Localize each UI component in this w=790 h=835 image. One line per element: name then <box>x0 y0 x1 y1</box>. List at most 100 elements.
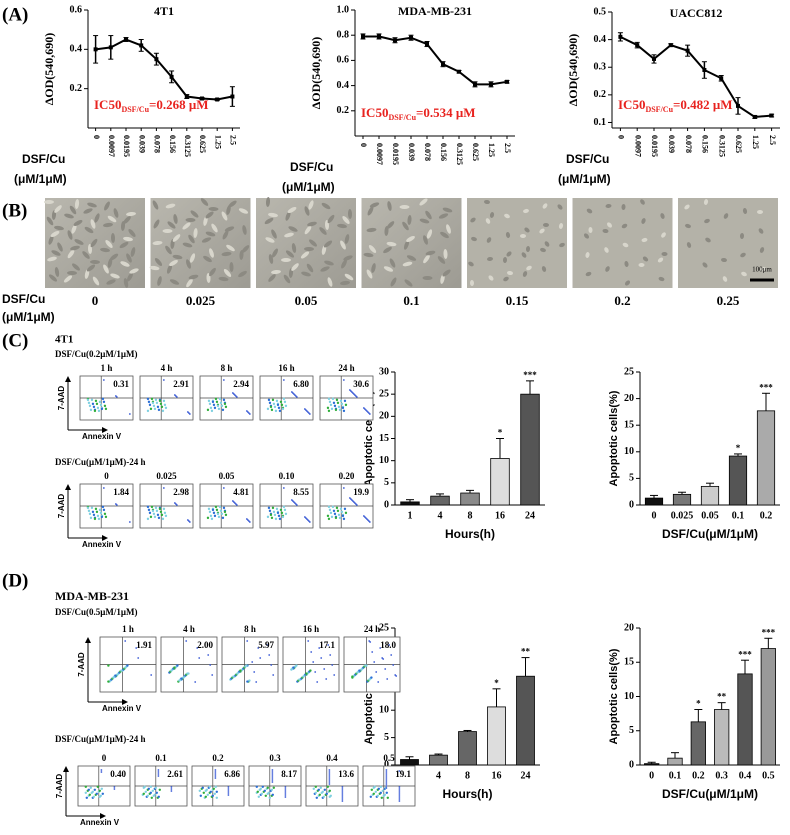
event-dot <box>328 771 331 773</box>
data-point <box>752 114 757 119</box>
arrow-head <box>100 813 106 819</box>
cell <box>386 241 397 247</box>
event-dot <box>269 405 273 409</box>
significance: *** <box>523 370 537 380</box>
x-tick-label: 0 <box>359 143 368 147</box>
event-dot <box>157 771 160 773</box>
event-dot <box>292 666 295 669</box>
event-dot <box>362 407 365 409</box>
event-dot <box>276 403 280 407</box>
event-dot <box>370 788 373 791</box>
annotation-suffix: =0.534 μM <box>416 105 476 120</box>
event-dot <box>284 512 288 516</box>
cell <box>319 227 327 235</box>
event-dot <box>310 651 313 653</box>
event-dot <box>214 773 217 775</box>
cell <box>167 221 176 229</box>
event-dot <box>170 790 173 792</box>
event-dot <box>379 791 382 794</box>
cell <box>188 274 199 280</box>
cell <box>369 202 380 208</box>
arrow-head <box>102 427 108 433</box>
cell <box>200 198 209 206</box>
cell <box>660 213 665 219</box>
annotation-text: IC50 <box>94 97 121 112</box>
event-dot <box>342 517 346 521</box>
cell <box>624 280 631 286</box>
cell <box>50 230 60 238</box>
event-dot <box>342 487 345 489</box>
event-dot <box>209 514 213 518</box>
cell <box>604 247 609 253</box>
cell <box>723 213 729 219</box>
cell <box>406 235 415 243</box>
x-tick-label: 1.25 <box>487 143 496 157</box>
event-dot <box>335 398 339 402</box>
bar <box>516 675 535 766</box>
data-point <box>769 113 774 118</box>
annotation-text: IC50 <box>361 105 388 120</box>
event-dot <box>89 408 93 412</box>
event-dot <box>146 794 149 797</box>
y-tick-label: 5 <box>384 477 389 488</box>
cell <box>67 230 73 240</box>
cell <box>685 223 691 229</box>
cell <box>157 276 162 286</box>
y-tick-label: 0.4 <box>594 34 607 45</box>
plot-title: 0 <box>104 471 109 481</box>
micrograph <box>150 198 251 288</box>
event-dot <box>382 658 385 660</box>
x-tick-label: 0 <box>652 510 657 521</box>
cell <box>558 223 564 229</box>
event-dot <box>156 513 160 517</box>
cell <box>72 263 80 271</box>
cell <box>154 258 163 266</box>
x-tick-label: 0.078 <box>153 135 162 153</box>
cell <box>110 233 116 243</box>
concentration-label: 0.15 <box>506 293 529 308</box>
cell <box>123 216 131 224</box>
event-dot <box>157 516 161 520</box>
event-dot <box>220 512 224 516</box>
x-tick-label: 0.0195 <box>650 135 659 157</box>
significance: * <box>494 678 499 688</box>
x-tick-label: 2.5 <box>229 135 238 145</box>
event-dot <box>214 397 218 401</box>
event-dot <box>245 410 248 412</box>
concentration-label: 0.2 <box>614 293 630 308</box>
cell <box>366 227 377 233</box>
event-dot <box>151 401 155 405</box>
y-tick-label: 0 <box>384 499 389 510</box>
annotation-subscript: DSF/Cu <box>388 113 416 122</box>
bar <box>458 731 477 766</box>
event-dot <box>162 507 166 511</box>
event-dot <box>158 399 162 403</box>
y-tick-label: 20 <box>379 411 389 422</box>
event-dot <box>314 791 317 794</box>
event-dot <box>180 677 183 680</box>
event-dot <box>218 397 222 401</box>
event-dot <box>152 512 156 516</box>
cell <box>203 255 212 263</box>
event-dot <box>146 409 150 413</box>
plot-title: 0.05 <box>219 471 235 481</box>
event-dot <box>270 516 274 520</box>
event-dot <box>89 516 93 520</box>
cell <box>386 221 395 229</box>
cell <box>47 256 57 262</box>
event-dot <box>176 664 179 667</box>
cell <box>539 228 545 234</box>
cell <box>425 210 432 220</box>
event-dot <box>271 398 275 402</box>
y-tick-label: 5 <box>629 473 634 484</box>
cell <box>757 210 763 214</box>
bar <box>700 485 720 506</box>
event-dot <box>284 786 287 788</box>
y-axis-label: 7-AAD <box>57 386 66 411</box>
event-dot <box>150 796 153 799</box>
data-point <box>215 97 220 102</box>
cell <box>522 271 528 277</box>
event-dot <box>336 401 340 405</box>
event-dot <box>159 402 163 406</box>
